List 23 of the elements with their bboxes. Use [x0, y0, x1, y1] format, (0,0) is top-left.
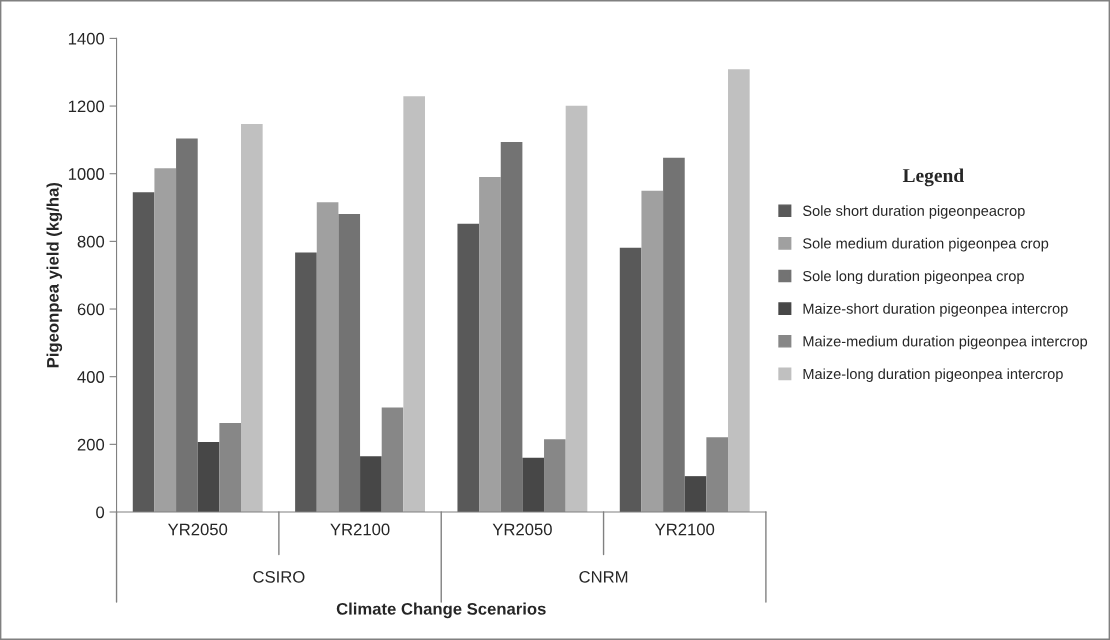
y-tick-label: 400 — [77, 371, 105, 383]
y-tick-label: 200 — [77, 438, 105, 451]
y-tick-label: 1400 — [68, 32, 105, 45]
y-tick-label: 1000 — [68, 168, 105, 180]
legend-label: Maize-medium duration pigeonpea intercrop — [803, 335, 1088, 350]
legend-label: Sole short duration pigeonpeacrop — [803, 205, 1025, 219]
legend-label: Sole medium duration pigeonpea crop — [803, 237, 1049, 252]
legend-label: Maize-short duration pigeonpea intercrop — [803, 303, 1068, 317]
legend-label: Maize-long duration pigeonpea intercrop — [803, 368, 1063, 382]
x-tick-label: YR2050 — [167, 523, 228, 536]
y-axis-title: Pigeonpea yield (kg/ha) — [46, 182, 63, 368]
legend-label: Sole long duration pigeonpea crop — [803, 270, 1024, 285]
text: CSIRO — [253, 570, 305, 583]
x-tick-label: YR2100 — [330, 523, 390, 536]
y-tick-label: 800 — [77, 235, 105, 248]
x-tick-label: YR2100 — [654, 523, 715, 536]
y-tick-label: 600 — [77, 303, 105, 316]
text: CNRM — [579, 570, 628, 583]
x-axis-title: Climate Change Scenarios — [336, 602, 546, 619]
y-tick-label: 1200 — [68, 100, 105, 113]
x-tick-label: YR2050 — [492, 523, 552, 536]
legend-title: Legend — [902, 168, 964, 187]
y-tick-label: 0 — [96, 506, 105, 519]
